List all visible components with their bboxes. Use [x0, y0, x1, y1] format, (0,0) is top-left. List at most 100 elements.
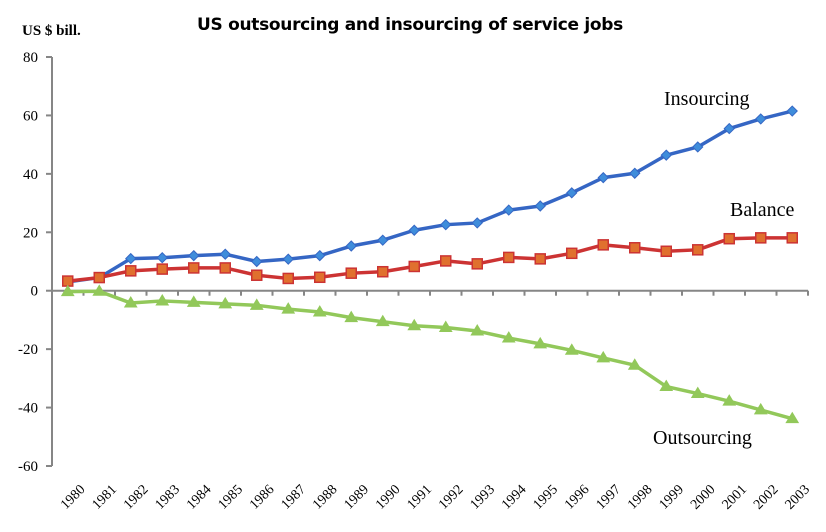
balance-point	[534, 253, 546, 265]
balance-point	[93, 271, 105, 284]
outsourcing-point	[249, 298, 264, 310]
x-tick-label: 1993	[468, 482, 498, 512]
insourcing-point	[408, 224, 420, 236]
outsourcing-point	[344, 310, 359, 323]
x-tick-label: 2002	[751, 482, 781, 512]
balance-point	[314, 271, 326, 284]
x-tick-labels: 1980 1981 1982 1983 1984 1985 1986 1987 1988 1989…	[58, 482, 813, 512]
outsourcing-point	[659, 379, 674, 392]
y-tick-label: 0	[31, 284, 39, 300]
x-tick-label: 1998	[625, 482, 655, 512]
x-tick-label: 1980	[58, 482, 88, 512]
balance-point	[345, 267, 357, 279]
x-tick-label: 2001	[720, 482, 750, 512]
outsourcing-point	[123, 296, 138, 308]
insourcing-point	[692, 141, 704, 153]
outsourcing-point	[92, 284, 107, 296]
balance-point	[723, 232, 735, 245]
series-group	[60, 105, 800, 424]
x-tick-label: 1986	[247, 482, 277, 512]
x-tick-label: 1983	[153, 482, 183, 512]
x-tick-label: 1991	[405, 482, 435, 512]
outsourcing-point	[218, 296, 233, 309]
outsourcing-point	[785, 411, 800, 424]
balance-point	[566, 247, 578, 260]
x-tick-label: 1997	[594, 482, 624, 512]
insourcing-point	[660, 149, 672, 161]
balance-point	[692, 244, 704, 256]
insourcing-point	[282, 253, 294, 265]
balance-point	[786, 232, 798, 244]
x-tick-label: 1987	[279, 482, 309, 512]
x-tick-label: 2003	[783, 482, 813, 512]
insourcing-line	[67, 109, 793, 284]
y-tick-labels: 80 60 40 20 0 -20 -40 -60	[18, 50, 38, 475]
outsourcing-line	[67, 289, 793, 421]
axes	[46, 56, 809, 467]
balance-point	[125, 265, 137, 277]
balance-point	[660, 245, 672, 258]
outsourcing-point	[438, 320, 453, 333]
insourcing-point	[597, 171, 609, 184]
x-tick-label: 1982	[121, 482, 151, 512]
balance-label: Balance	[730, 199, 795, 221]
outsourcing-point	[722, 394, 737, 406]
outsourcing-point	[186, 295, 201, 307]
outsourcing-point	[470, 324, 485, 336]
insourcing-point	[534, 200, 546, 212]
x-tick-label: 1981	[90, 482, 120, 512]
balance-point	[188, 262, 200, 274]
insourcing-point	[440, 218, 452, 231]
balance-point	[755, 232, 767, 244]
balance-point	[471, 258, 483, 270]
outsourcing-point	[60, 284, 75, 297]
series-insourcing	[62, 105, 798, 288]
x-tick-label: 1988	[310, 482, 340, 512]
balance-point	[408, 260, 420, 273]
outsourcing-point	[564, 343, 579, 355]
balance-point	[503, 251, 515, 264]
insourcing-point	[566, 187, 578, 199]
insourcing-point	[219, 248, 231, 260]
balance-point	[282, 272, 294, 285]
insourcing-point	[723, 122, 735, 135]
x-tick-label: 1999	[657, 482, 687, 512]
outsourcing-point	[533, 336, 548, 349]
y-tick-label: 80	[23, 50, 38, 66]
balance-point	[62, 275, 74, 287]
balance-point	[629, 242, 641, 254]
outsourcing-point	[596, 350, 611, 363]
x-tick-label: 1990	[373, 482, 403, 512]
series-balance	[62, 232, 798, 287]
balance-point	[251, 269, 263, 281]
outsourcing-point	[281, 302, 296, 314]
outsourcing-point	[312, 305, 327, 317]
insourcing-point	[377, 234, 389, 246]
y-tick-label: -60	[18, 459, 38, 475]
x-tick-label: 1995	[531, 482, 561, 512]
outsourcing-point	[690, 386, 705, 399]
balance-point	[156, 263, 168, 275]
series-outsourcing	[60, 284, 800, 424]
series-labels: Insourcing Balance Outsourcing	[653, 88, 795, 449]
outsourcing-point	[407, 318, 422, 331]
insourcing-point	[786, 105, 798, 117]
x-tick-label: 2000	[688, 482, 718, 512]
insourcing-point	[755, 113, 767, 125]
x-tick-label: 1989	[342, 482, 372, 512]
y-axis-unit-label: US $ bill.	[22, 23, 81, 39]
outsourcing-point	[501, 331, 516, 343]
balance-point	[219, 262, 231, 274]
balance-point	[377, 265, 389, 278]
chart-title: US outsourcing and insourcing of service…	[197, 15, 623, 35]
outsourcing-point	[627, 358, 642, 370]
x-tick-label: 1996	[562, 482, 592, 512]
insourcing-point	[188, 249, 200, 262]
insourcing-point	[471, 217, 483, 229]
insourcing-point	[125, 252, 137, 265]
insourcing-point	[503, 204, 515, 216]
x-tick-label: 1992	[436, 482, 466, 512]
y-tick-label: -20	[18, 342, 38, 358]
y-tick-label: 40	[23, 167, 38, 183]
